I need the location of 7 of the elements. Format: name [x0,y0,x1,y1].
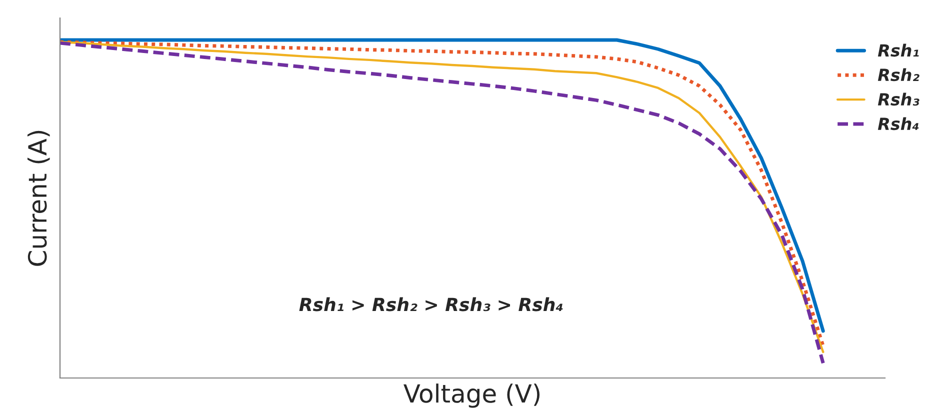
legend-label: Rsh₁ [878,44,919,57]
legend-label: Rsh₄ [878,117,919,130]
legend-label: Rsh₂ [878,68,920,82]
legend-label: Rsh₃ [878,92,920,106]
x-axis-title: Voltage (V) [404,384,540,408]
y-axis-title: Current (A) [28,130,50,266]
annotation: Rsh₁ > Rsh₂ > Rsh₃ > Rsh₄ [299,297,563,312]
